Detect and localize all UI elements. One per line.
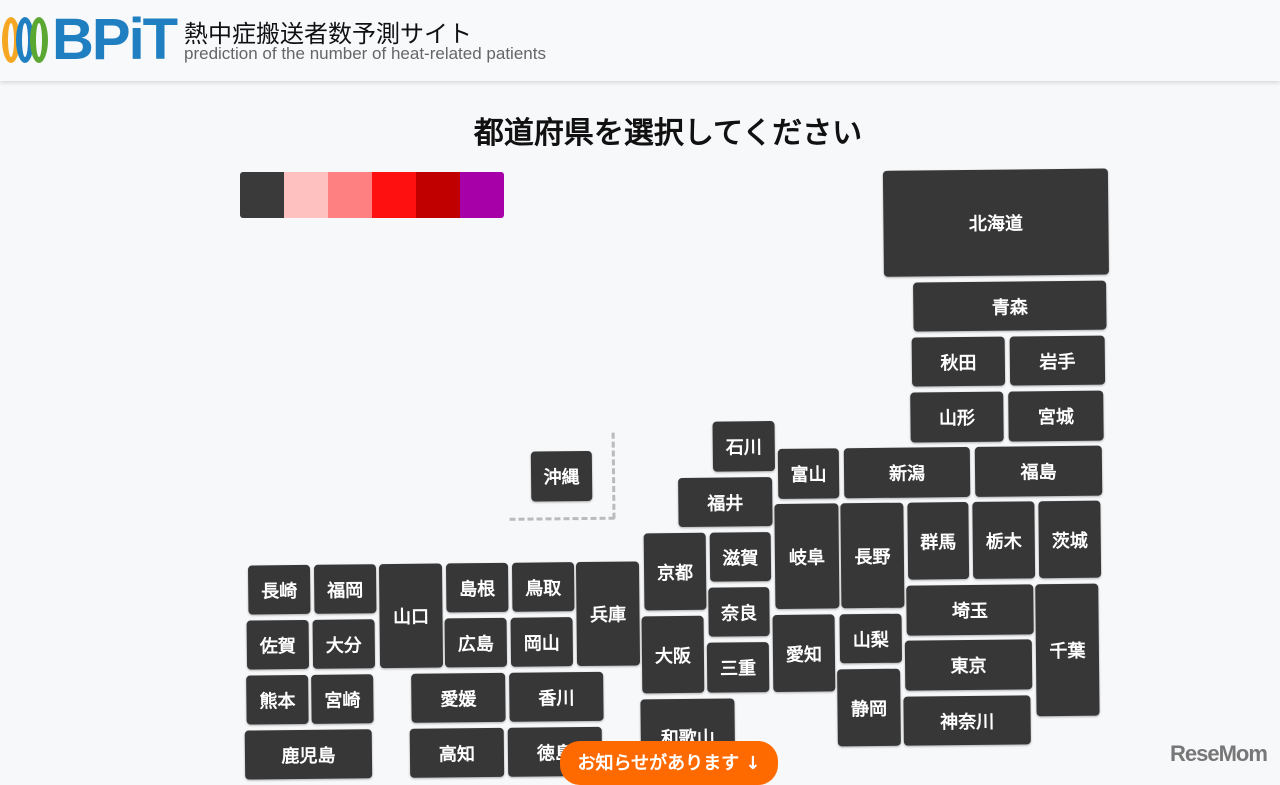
prefecture-25[interactable]: 奈良 <box>708 587 770 637</box>
prefecture-16[interactable]: 群馬 <box>907 501 970 580</box>
prefecture-29[interactable]: 大分 <box>312 619 376 669</box>
prefecture-40[interactable]: 香川 <box>509 671 604 722</box>
prefecture-31[interactable]: 岡山 <box>510 617 574 667</box>
prefecture-32[interactable]: 大阪 <box>641 615 705 694</box>
legend-swatch-3 <box>372 172 416 218</box>
prefecture-39[interactable]: 愛媛 <box>411 672 506 723</box>
prefecture-17[interactable]: 栃木 <box>972 501 1036 579</box>
prefecture-20[interactable]: 福岡 <box>313 564 377 614</box>
prefecture-42[interactable]: 静岡 <box>837 668 901 747</box>
prefecture-21[interactable]: 山口 <box>378 563 444 669</box>
prefecture-3[interactable]: 岩手 <box>1009 335 1106 386</box>
prefecture-11[interactable]: 福井 <box>678 477 773 528</box>
prefecture-12[interactable]: 京都 <box>643 532 707 611</box>
prefecture-5[interactable]: 宮城 <box>1008 390 1104 442</box>
prefecture-27[interactable]: 千葉 <box>1035 583 1100 717</box>
prefecture-28[interactable]: 佐賀 <box>246 619 310 670</box>
prefecture-23[interactable]: 鳥取 <box>511 562 575 612</box>
legend-swatch-4 <box>416 172 460 218</box>
legend-swatch-2 <box>328 172 372 218</box>
site-header: BPiT 熱中症搬送者数予測サイト prediction of the numb… <box>0 0 1280 81</box>
color-legend <box>240 172 504 218</box>
prefecture-15[interactable]: 長野 <box>840 502 905 609</box>
prefecture-1[interactable]: 青森 <box>913 280 1107 332</box>
prefecture-26[interactable]: 埼玉 <box>906 584 1034 636</box>
okinawa-divider <box>509 516 615 521</box>
prefecture-10[interactable]: 福島 <box>974 445 1103 497</box>
prefecture-19[interactable]: 長崎 <box>247 564 311 615</box>
prefecture-43[interactable]: 神奈川 <box>903 695 1031 746</box>
prefecture-0[interactable]: 北海道 <box>882 168 1109 277</box>
notice-button[interactable]: お知らせがあります ↓ <box>560 741 778 785</box>
prefecture-30[interactable]: 広島 <box>444 617 508 668</box>
logo-text: BPiT <box>52 7 178 72</box>
prefecture-2[interactable]: 秋田 <box>911 336 1006 387</box>
bpit-logo[interactable]: BPiT <box>2 7 178 72</box>
prefecture-4[interactable]: 山形 <box>910 391 1004 443</box>
prefecture-9[interactable]: 新潟 <box>843 446 971 499</box>
prefecture-6[interactable]: 石川 <box>712 421 776 472</box>
legend-swatch-1 <box>284 172 328 218</box>
site-subtitle: prediction of the number of heat-related… <box>184 44 546 63</box>
prefecture-33[interactable]: 三重 <box>706 642 770 693</box>
prefecture-38[interactable]: 宮崎 <box>311 674 374 724</box>
prefecture-18[interactable]: 茨城 <box>1038 500 1102 579</box>
okinawa-divider <box>611 432 616 519</box>
prefecture-24[interactable]: 兵庫 <box>575 561 641 667</box>
prefecture-8[interactable]: 富山 <box>777 448 840 499</box>
prefecture-35[interactable]: 山梨 <box>839 613 903 664</box>
legend-swatch-5 <box>460 172 504 218</box>
prefecture-37[interactable]: 熊本 <box>246 674 309 725</box>
page-title: 都道府県を選択してください <box>473 116 863 151</box>
prefecture-7[interactable]: 沖縄 <box>530 450 593 502</box>
prefecture-34[interactable]: 愛知 <box>772 614 836 693</box>
resemom-watermark: ReseMom <box>1170 741 1268 766</box>
prefecture-14[interactable]: 岐阜 <box>774 503 840 610</box>
prefecture-44[interactable]: 鹿児島 <box>244 729 373 780</box>
legend-swatch-0 <box>240 172 284 218</box>
logo-ring-icon <box>30 17 48 63</box>
prefecture-36[interactable]: 東京 <box>904 639 1033 691</box>
prefecture-22[interactable]: 島根 <box>445 562 509 613</box>
site-title: 熱中症搬送者数予測サイト <box>184 20 472 48</box>
prefecture-13[interactable]: 滋賀 <box>709 532 772 582</box>
prefecture-45[interactable]: 高知 <box>409 727 505 778</box>
